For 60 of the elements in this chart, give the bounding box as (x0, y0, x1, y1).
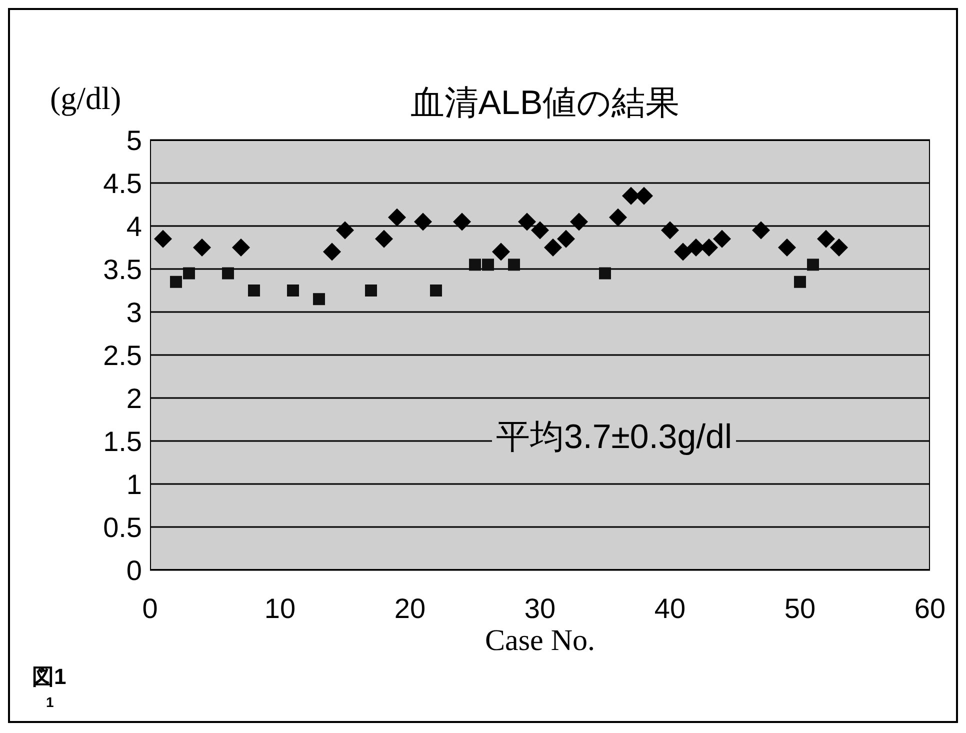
x-tick-label: 10 (264, 592, 296, 624)
point (232, 238, 250, 256)
point (544, 238, 562, 256)
point (674, 242, 692, 261)
point (287, 284, 299, 296)
point (609, 208, 627, 226)
point (557, 230, 575, 248)
chart-title: 血清ALB値の結果 (410, 84, 680, 122)
point (518, 212, 536, 231)
point (323, 242, 341, 261)
point (599, 267, 611, 280)
point (430, 284, 442, 296)
caption: 図1 (32, 663, 66, 691)
y-tick-label: 1 (126, 468, 142, 500)
y-tick-label: 0 (126, 554, 142, 586)
point (661, 221, 679, 240)
point (248, 284, 260, 296)
point (482, 258, 494, 271)
y-tick-label: 4.5 (103, 168, 142, 199)
y-axis-title: (g/dl) (50, 80, 122, 117)
x-tick-label: 40 (654, 592, 686, 624)
point (154, 230, 172, 248)
annotation: 平均3.7±0.3g/dl (492, 418, 736, 456)
y-tick-label: 3.5 (103, 254, 142, 285)
point (414, 212, 432, 231)
point (193, 238, 211, 256)
x-tick-label: 20 (394, 592, 426, 624)
y-tick-label: 5 (126, 124, 142, 156)
y-tick-label: 3 (126, 296, 142, 328)
point (183, 267, 195, 280)
point (222, 267, 234, 280)
point (531, 221, 549, 240)
point (713, 230, 731, 248)
point (336, 221, 354, 240)
point (752, 221, 770, 240)
y-tick-label: 1.5 (103, 426, 142, 457)
y-tick-label: 4 (126, 210, 142, 242)
point (453, 212, 471, 231)
y-tick-label: 2 (126, 382, 142, 414)
point (170, 276, 182, 288)
x-axis-title: Case No. (485, 624, 595, 657)
y-tick-label: 2.5 (103, 340, 142, 371)
point (807, 258, 819, 271)
point (817, 230, 835, 248)
x-tick-label: 30 (524, 592, 556, 624)
point (570, 212, 588, 231)
point (794, 276, 806, 288)
point (830, 238, 848, 256)
point (388, 208, 406, 226)
x-tick-label: 50 (784, 592, 816, 624)
point (492, 242, 510, 261)
point (469, 258, 481, 271)
text: 1 (46, 694, 54, 710)
point (365, 284, 377, 296)
point (313, 293, 325, 306)
y-tick-label: 0.5 (103, 512, 142, 543)
point (778, 238, 796, 256)
x-tick-label: 60 (914, 592, 946, 624)
point (375, 230, 393, 248)
point (508, 258, 520, 271)
